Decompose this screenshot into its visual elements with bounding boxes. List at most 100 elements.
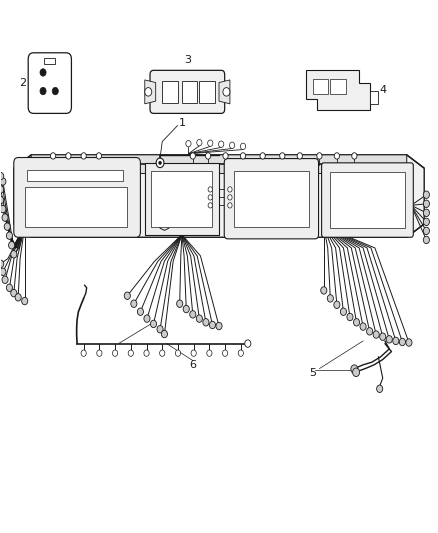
Circle shape xyxy=(230,142,235,149)
Circle shape xyxy=(424,209,429,216)
Circle shape xyxy=(0,268,6,276)
Circle shape xyxy=(340,308,346,316)
Circle shape xyxy=(9,241,14,249)
Circle shape xyxy=(351,365,358,373)
Circle shape xyxy=(208,187,212,192)
Circle shape xyxy=(399,338,406,346)
Circle shape xyxy=(144,350,149,357)
Circle shape xyxy=(197,140,202,146)
Circle shape xyxy=(317,153,322,159)
Circle shape xyxy=(352,153,357,159)
Circle shape xyxy=(207,350,212,357)
Circle shape xyxy=(150,320,156,328)
Circle shape xyxy=(52,87,58,95)
Bar xyxy=(145,163,219,235)
Bar xyxy=(162,81,177,103)
Circle shape xyxy=(196,315,202,322)
Bar xyxy=(330,79,346,94)
Circle shape xyxy=(424,218,429,225)
Circle shape xyxy=(205,153,211,159)
Circle shape xyxy=(238,350,244,357)
Circle shape xyxy=(11,251,17,258)
Circle shape xyxy=(97,350,102,357)
Circle shape xyxy=(190,153,195,159)
Circle shape xyxy=(280,153,285,159)
Circle shape xyxy=(138,308,144,316)
Bar xyxy=(151,171,212,227)
Circle shape xyxy=(321,287,327,294)
FancyBboxPatch shape xyxy=(321,163,413,237)
Circle shape xyxy=(4,223,11,230)
Circle shape xyxy=(223,153,228,159)
Circle shape xyxy=(0,172,4,180)
Circle shape xyxy=(40,69,46,76)
Circle shape xyxy=(0,177,6,185)
Bar xyxy=(182,81,197,103)
Circle shape xyxy=(209,321,215,329)
Circle shape xyxy=(219,141,224,148)
Circle shape xyxy=(334,301,340,309)
Circle shape xyxy=(191,350,196,357)
Circle shape xyxy=(228,187,232,192)
Circle shape xyxy=(161,330,167,338)
Circle shape xyxy=(81,153,86,159)
Circle shape xyxy=(208,195,212,200)
Circle shape xyxy=(145,87,152,96)
Circle shape xyxy=(15,294,21,301)
Circle shape xyxy=(203,319,209,326)
Circle shape xyxy=(380,333,386,341)
Circle shape xyxy=(96,153,102,159)
FancyBboxPatch shape xyxy=(28,53,71,114)
Circle shape xyxy=(81,350,86,357)
Circle shape xyxy=(260,153,265,159)
Bar xyxy=(25,187,127,227)
Bar xyxy=(44,58,55,64)
Circle shape xyxy=(424,227,429,235)
Circle shape xyxy=(208,203,212,208)
Circle shape xyxy=(208,140,213,147)
Bar xyxy=(330,172,405,228)
Circle shape xyxy=(353,319,360,326)
Polygon shape xyxy=(14,155,424,237)
Circle shape xyxy=(159,350,165,357)
Circle shape xyxy=(124,292,131,300)
Circle shape xyxy=(113,350,118,357)
Bar xyxy=(199,81,215,103)
Circle shape xyxy=(2,214,8,221)
Circle shape xyxy=(21,297,28,305)
Circle shape xyxy=(128,350,134,357)
Circle shape xyxy=(223,87,230,96)
Circle shape xyxy=(386,336,392,343)
Text: 5: 5 xyxy=(309,368,316,378)
Circle shape xyxy=(373,331,379,338)
Circle shape xyxy=(327,295,333,302)
Circle shape xyxy=(393,337,399,345)
Circle shape xyxy=(175,350,180,357)
Circle shape xyxy=(0,260,4,268)
Circle shape xyxy=(353,368,360,376)
Circle shape xyxy=(228,195,232,200)
Circle shape xyxy=(360,323,366,330)
Circle shape xyxy=(406,339,412,346)
Circle shape xyxy=(157,326,163,333)
Circle shape xyxy=(144,315,150,322)
Text: 6: 6 xyxy=(189,360,196,370)
Circle shape xyxy=(228,203,232,208)
Circle shape xyxy=(2,276,8,284)
Circle shape xyxy=(367,328,373,335)
Circle shape xyxy=(40,87,46,95)
Circle shape xyxy=(223,350,228,357)
Circle shape xyxy=(156,158,164,167)
Circle shape xyxy=(190,311,196,318)
Circle shape xyxy=(424,236,429,244)
Circle shape xyxy=(245,340,251,348)
Polygon shape xyxy=(219,80,230,104)
Circle shape xyxy=(0,185,4,193)
Bar xyxy=(370,91,378,104)
Circle shape xyxy=(159,161,161,165)
Polygon shape xyxy=(145,80,155,104)
Text: 2: 2 xyxy=(19,78,26,88)
Circle shape xyxy=(424,191,429,198)
FancyBboxPatch shape xyxy=(150,70,225,114)
Circle shape xyxy=(131,300,137,308)
